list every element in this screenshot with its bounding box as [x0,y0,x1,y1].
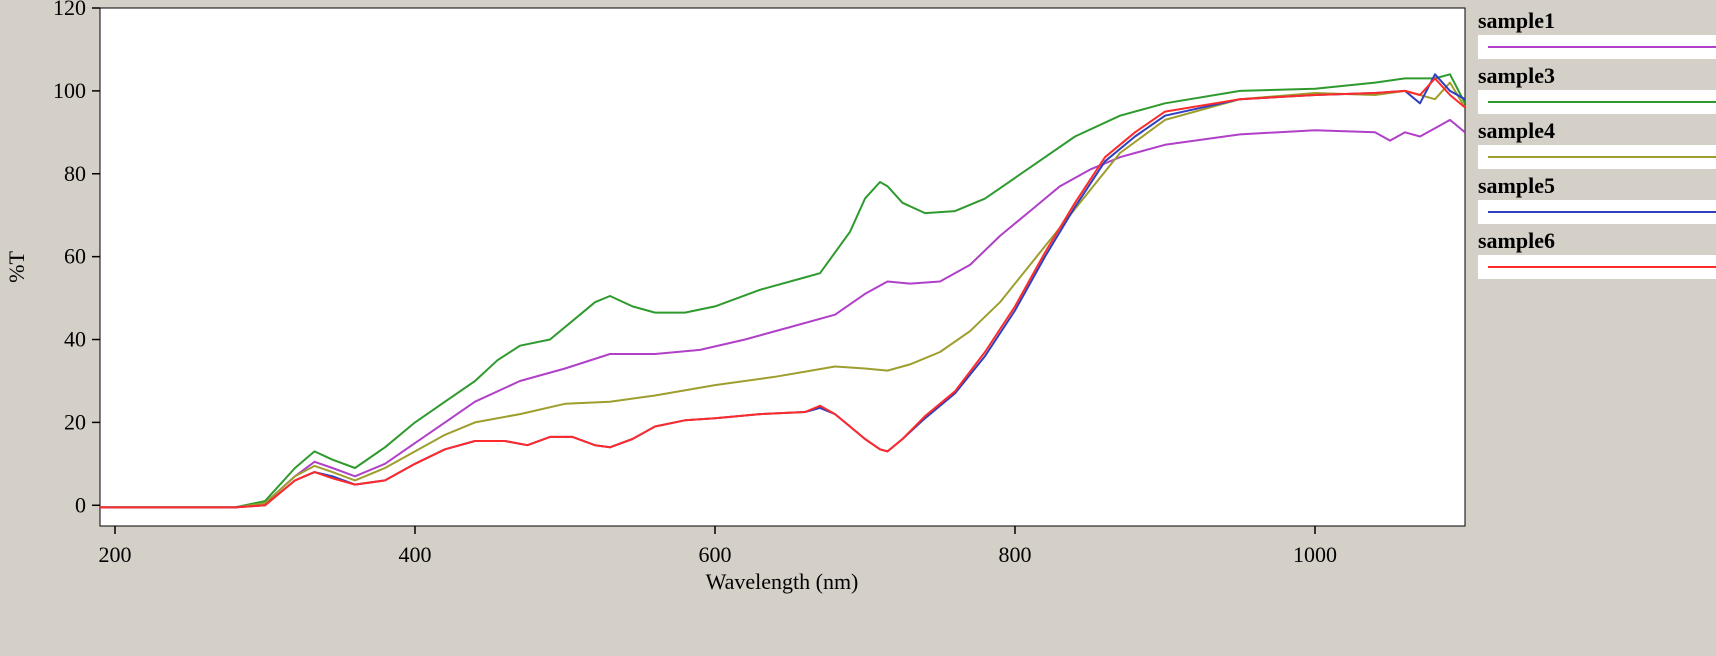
x-tick-label: 600 [699,542,732,567]
x-tick-label: 200 [99,542,132,567]
legend-label: sample4 [1478,118,1555,143]
series-line-sample6 [100,77,1465,509]
series-line-sample3 [100,73,1465,509]
y-tick-label: 60 [64,244,86,269]
legend-item-sample4: sample4 [1478,118,1716,169]
series-line-sample1 [100,118,1465,509]
legend-item-sample3: sample3 [1478,63,1716,114]
x-axis: 200 400 600 800 1000 [99,526,1337,567]
y-axis-title: %T [4,251,29,283]
series-lines [100,73,1465,509]
x-axis-title: Wavelength (nm) [706,569,859,594]
y-tick-label: 40 [64,327,86,352]
y-tick-label: 120 [53,0,86,20]
legend-item-sample1: sample1 [1478,8,1716,59]
plot-area [99,7,1466,527]
x-tick-label: 800 [999,542,1032,567]
x-tick-label: 400 [399,542,432,567]
legend-label: sample3 [1478,63,1555,88]
legend: sample1 sample3 sample4 sample5 sample6 [1478,8,1716,279]
y-tick-label: 0 [75,492,86,517]
legend-label: sample6 [1478,228,1555,253]
legend-item-sample6: sample6 [1478,228,1716,279]
x-tick-label: 1000 [1293,542,1337,567]
y-tick-label: 80 [64,161,86,186]
legend-item-sample5: sample5 [1478,173,1716,224]
legend-label: sample5 [1478,173,1555,198]
y-axis: 0 20 40 60 80 100 120 [53,0,100,517]
y-tick-label: 100 [53,78,86,103]
legend-label: sample1 [1478,8,1555,33]
y-tick-label: 20 [64,409,86,434]
